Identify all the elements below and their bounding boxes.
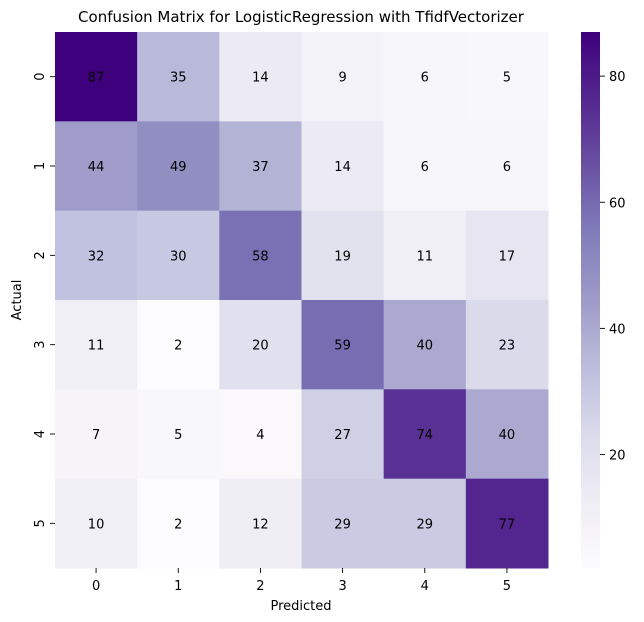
heatmap-cell	[137, 32, 220, 122]
heatmap-cell	[219, 210, 302, 301]
y-tick-label: 4	[33, 430, 48, 438]
heatmap-cell	[301, 32, 385, 122]
cell-value-label: 27	[334, 428, 351, 443]
cell-value-label: 40	[499, 428, 516, 443]
heatmap-cell	[219, 478, 302, 569]
colorbar-ticks: 20 40 60 80	[600, 70, 626, 463]
heatmap-cell	[137, 121, 220, 212]
x-tick-label: 2	[256, 579, 264, 594]
y-tick-label: 1	[33, 162, 48, 170]
cell-value-label: 6	[421, 160, 429, 175]
cell-value-label: 10	[88, 517, 105, 532]
heatmap-cell	[383, 210, 467, 301]
cell-value-label: 7	[92, 428, 100, 443]
cell-value-label: 37	[252, 160, 269, 175]
cell-value-label: 2	[174, 339, 182, 354]
heatmap-cell	[55, 300, 138, 390]
cell-value-label: 9	[338, 71, 346, 86]
cell-value-label: 32	[88, 249, 105, 264]
heatmap-cell	[219, 389, 302, 480]
heatmap-cells	[55, 32, 549, 569]
heatmap-cell	[219, 32, 302, 122]
y-tick-label: 2	[33, 251, 48, 259]
heatmap-cell	[383, 300, 467, 390]
heatmap-cell	[219, 300, 302, 390]
cell-value-label: 44	[88, 160, 105, 175]
x-tick-label: 0	[92, 579, 100, 594]
cell-value-label: 20	[252, 339, 269, 354]
cell-value-label: 19	[334, 249, 351, 264]
x-tick-label: 4	[421, 579, 429, 594]
cell-value-label: 29	[416, 517, 433, 532]
x-axis-label: Predicted	[270, 599, 331, 614]
cell-value-label: 23	[499, 339, 516, 354]
heatmap-cell-labels: 87 35 14 9 6 5 44 49 37 14 6 6 32 30 58 19 11 17 11 2 20 59 40…	[88, 71, 515, 533]
y-tick-label: 3	[33, 341, 48, 349]
y-axis-ticks: 0 1 2 3 4 5	[33, 73, 55, 527]
heatmap-cell	[137, 300, 220, 390]
heatmap-cell	[137, 478, 220, 569]
cell-value-label: 12	[252, 517, 269, 532]
colorbar	[581, 32, 600, 568]
heatmap-cell	[465, 210, 549, 301]
heatmap-cell	[465, 121, 549, 212]
y-tick-label: 0	[33, 73, 48, 81]
cell-value-label: 14	[252, 71, 269, 86]
heatmap-cell	[301, 478, 385, 569]
cell-value-label: 4	[256, 428, 264, 443]
colorbar-tick-label: 80	[609, 70, 626, 85]
heatmap-cell	[55, 210, 138, 301]
heatmap-cell	[137, 210, 220, 301]
heatmap-cell	[465, 389, 549, 480]
heatmap-cell	[55, 32, 138, 122]
cell-value-label: 6	[503, 160, 511, 175]
heatmap-cell	[301, 389, 385, 480]
cell-value-label: 77	[499, 517, 516, 532]
heatmap-cell	[301, 300, 385, 390]
cell-value-label: 11	[416, 249, 433, 264]
cell-value-label: 29	[334, 517, 351, 532]
heatmap-cell	[55, 389, 138, 480]
colorbar-tick-label: 20	[609, 448, 626, 463]
heatmap-cell	[383, 389, 467, 480]
cell-value-label: 74	[416, 428, 433, 443]
cell-value-label: 87	[88, 71, 105, 86]
cell-value-label: 14	[334, 160, 351, 175]
heatmap-cell	[465, 478, 549, 569]
cell-value-label: 6	[421, 71, 429, 86]
y-tick-label: 5	[33, 519, 48, 527]
x-tick-label: 1	[174, 579, 182, 594]
heatmap-cell	[55, 478, 138, 569]
heatmap-cell	[301, 121, 385, 212]
cell-value-label: 17	[499, 249, 516, 264]
heatmap-cell	[137, 389, 220, 480]
chart-title: Confusion Matrix for LogisticRegression …	[78, 8, 525, 26]
heatmap-cell	[465, 300, 549, 390]
cell-value-label: 30	[170, 249, 187, 264]
x-tick-label: 5	[503, 579, 511, 594]
cell-value-label: 58	[252, 249, 269, 264]
heatmap-cell	[383, 478, 467, 569]
heatmap-cell	[383, 32, 467, 122]
x-tick-label: 3	[338, 579, 346, 594]
cell-value-label: 35	[170, 71, 187, 86]
x-axis-ticks: 0 1 2 3 4 5	[92, 568, 511, 594]
colorbar-tick-label: 40	[609, 322, 626, 337]
cell-value-label: 2	[174, 517, 182, 532]
cell-value-label: 49	[170, 160, 187, 175]
heatmap-cell	[219, 121, 302, 212]
heatmap-cell	[465, 32, 549, 122]
heatmap-cell	[301, 210, 385, 301]
colorbar-tick-label: 60	[609, 196, 626, 211]
cell-value-label: 11	[88, 339, 105, 354]
heatmap-cell	[383, 121, 467, 212]
cell-value-label: 40	[416, 339, 433, 354]
cell-value-label: 5	[503, 71, 511, 86]
y-axis-label: Actual	[10, 280, 25, 321]
cell-value-label: 59	[334, 339, 351, 354]
cell-value-label: 5	[174, 428, 182, 443]
heatmap-cell	[55, 121, 138, 212]
